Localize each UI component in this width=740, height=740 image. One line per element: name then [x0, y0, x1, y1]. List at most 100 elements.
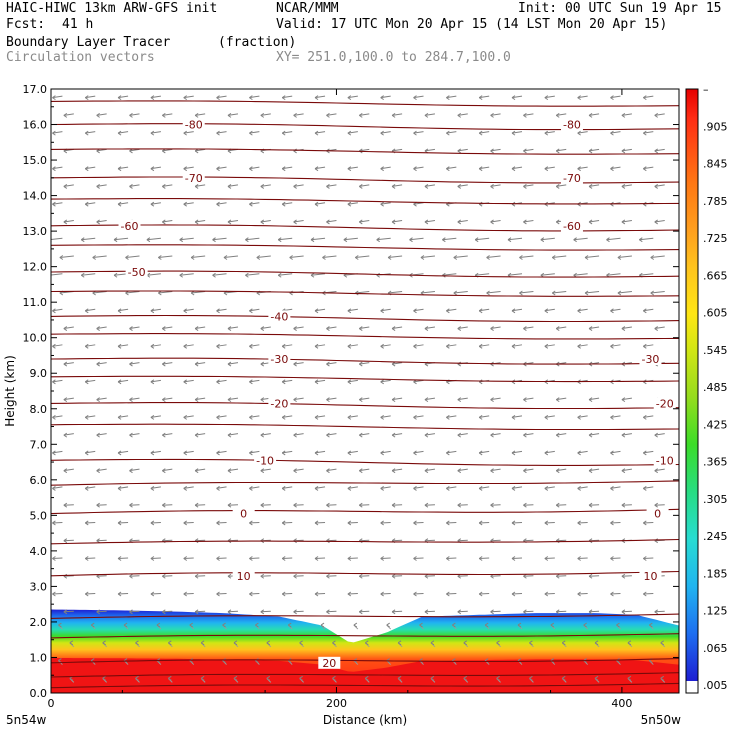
circulation-vector — [293, 112, 304, 118]
circulation-vector — [380, 556, 391, 561]
circulation-vector — [643, 486, 654, 491]
circulation-vector — [380, 379, 391, 385]
circulation-vector — [326, 502, 337, 508]
circulation-vector — [150, 201, 161, 207]
y-tick-label: 5.0 — [30, 509, 48, 522]
circulation-vector — [588, 468, 600, 474]
circulation-vector — [194, 609, 206, 615]
contour-label-bg — [125, 265, 148, 278]
circulation-vector — [577, 486, 588, 491]
circulation-vector — [281, 414, 293, 420]
circulation-vector — [216, 414, 227, 420]
x-start-location: 5n54w — [6, 713, 47, 727]
circulation-vector — [150, 343, 161, 349]
circulation-vector — [63, 112, 74, 118]
contour-label-bg — [653, 454, 676, 467]
circulation-vector — [63, 326, 74, 331]
circulation-vector — [457, 502, 468, 508]
circulation-vector — [654, 609, 665, 615]
temperature-contours — [51, 100, 679, 689]
circulation-vector — [260, 432, 271, 438]
circulation-vector — [420, 255, 435, 260]
colorbar-label: – — [703, 83, 709, 96]
circulation-vector — [490, 609, 501, 615]
circulation-vector — [478, 95, 490, 101]
circulation-vector — [260, 573, 271, 579]
circulation-vector — [577, 556, 588, 561]
circulation-vector — [490, 432, 501, 438]
circulation-vector — [189, 622, 195, 630]
circulation-vector — [523, 432, 534, 438]
circulation-vector — [621, 184, 632, 189]
circulation-vector — [511, 343, 523, 349]
circulation-vector — [293, 219, 304, 225]
circulation-vector — [314, 520, 326, 526]
circulation-vector — [660, 640, 666, 648]
y-tick-label: 17.0 — [23, 83, 48, 96]
circulation-vector — [446, 414, 457, 420]
circulation-vector — [117, 414, 129, 420]
y-tick-label: 6.0 — [30, 474, 48, 487]
circulation-vector — [451, 622, 457, 630]
colorbar-label: .665 — [703, 269, 728, 282]
colorbar-label: .305 — [703, 493, 728, 506]
circulation-vector — [150, 414, 161, 420]
temperature-contour — [51, 148, 679, 155]
circulation-vector — [281, 95, 293, 101]
forecast-label: Fcst: — [6, 17, 46, 32]
circulation-vector — [63, 609, 74, 615]
circulation-vector — [643, 450, 654, 456]
circulation-vector — [364, 675, 370, 683]
contour-label: -60 — [563, 220, 581, 233]
circulation-vector — [364, 640, 370, 648]
circulation-vector — [51, 237, 63, 243]
circulation-vector — [610, 343, 621, 349]
contour-label: -30 — [641, 353, 659, 366]
circulation-vector — [359, 112, 370, 118]
circulation-vector — [52, 95, 63, 101]
x-end-location: 5n50w — [641, 713, 682, 727]
circulation-vector — [555, 148, 567, 154]
circulation-vector — [314, 414, 326, 420]
circulation-vector — [293, 609, 304, 615]
contour-label: -70 — [185, 172, 203, 185]
circulation-vector — [260, 468, 271, 474]
contour-label-bg — [318, 656, 341, 669]
circulation-vector — [310, 272, 326, 278]
circulation-vector — [117, 343, 129, 349]
circulation-vector — [281, 486, 293, 491]
circulation-vector — [63, 432, 74, 438]
circulation-vector — [183, 343, 194, 349]
circulation-vector — [249, 201, 260, 207]
circulation-vector — [183, 201, 194, 207]
temperature-contour — [51, 682, 679, 689]
circulation-vector — [621, 609, 632, 615]
circulation-vector — [643, 520, 654, 526]
circulation-vector — [347, 591, 358, 597]
circulation-vector — [347, 308, 358, 314]
circulation-vector — [129, 326, 140, 331]
circulation-vector — [523, 219, 534, 225]
circulation-vector — [430, 675, 436, 683]
circulation-vector — [391, 112, 403, 118]
circulation-vector — [544, 130, 555, 136]
circulation-vector — [314, 166, 326, 172]
colorbar-label: .485 — [703, 381, 728, 394]
circulation-vector — [577, 414, 588, 420]
contour-label: -10 — [656, 454, 674, 467]
circulation-vector — [654, 502, 665, 508]
model-title: HAIC-HIWC 13km ARW-GFS init — [6, 1, 218, 16]
circulation-vector — [162, 112, 173, 118]
circulation-vector — [216, 486, 227, 491]
circulation-vector — [654, 219, 665, 225]
circulation-vector — [617, 255, 632, 260]
circulation-vector — [162, 468, 173, 474]
circulation-vector — [555, 326, 567, 331]
circulation-vector — [326, 112, 337, 118]
circulation-vector — [52, 486, 63, 491]
circulation-vector — [391, 184, 403, 189]
circulation-vector — [409, 237, 424, 243]
colorbar-min-swatch — [686, 681, 698, 693]
circulation-vector — [260, 326, 271, 331]
